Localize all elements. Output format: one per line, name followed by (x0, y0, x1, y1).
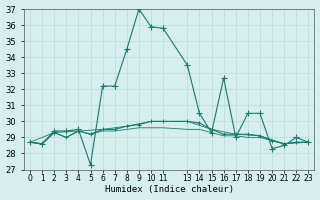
X-axis label: Humidex (Indice chaleur): Humidex (Indice chaleur) (105, 185, 234, 194)
